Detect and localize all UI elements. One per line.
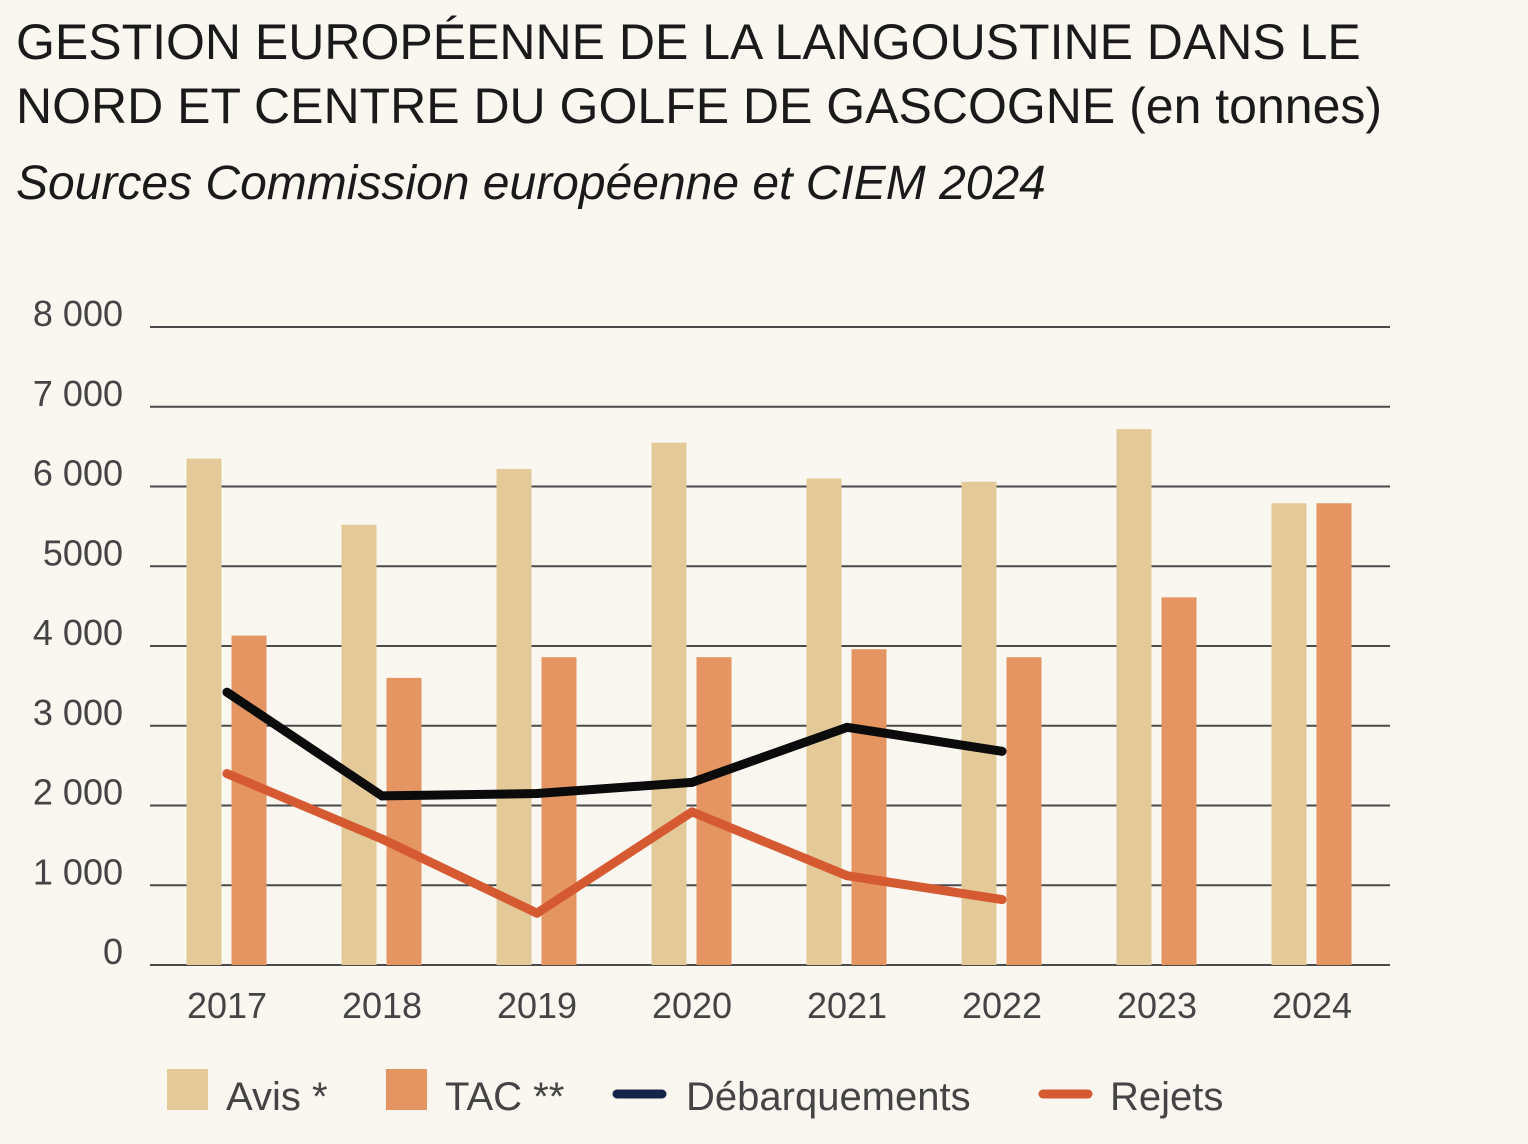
legend-label-rejets: Rejets: [1110, 1075, 1223, 1119]
legend-label-avis: Avis *: [226, 1075, 328, 1119]
point-rejets-2020: [687, 807, 697, 817]
bar-avis-2022: [961, 481, 997, 965]
point-debarquements-2022: [997, 746, 1007, 756]
y-tick-label-5000: 5000: [43, 532, 123, 573]
x-tick-label-2020: 2020: [652, 985, 732, 1026]
x-tick-label-2023: 2023: [1117, 985, 1197, 1026]
bar-marks: [186, 429, 1352, 966]
point-debarquements-2018: [377, 791, 387, 801]
x-tick-label-2017: 2017: [187, 985, 267, 1026]
point-debarquements-2020: [687, 777, 697, 787]
bar-tac-2024: [1316, 503, 1352, 965]
legend: Avis * TAC ** Débarquements Rejets: [167, 1069, 1223, 1119]
bar-avis-2019: [496, 468, 532, 965]
bar-tac-2022: [1006, 657, 1042, 965]
bar-tac-2021: [851, 649, 887, 965]
chart-subtitle: Sources Commission européenne et CIEM 20…: [16, 157, 1046, 210]
point-rejets-2017: [222, 769, 232, 779]
chart-title-unit: (en tonnes): [1129, 78, 1383, 134]
point-debarquements-2021: [842, 722, 852, 732]
legend-label-debarquements: Débarquements: [686, 1075, 971, 1119]
x-tick-label-2019: 2019: [497, 985, 577, 1026]
bar-tac-2018: [386, 677, 422, 965]
y-tick-label-4000: 4 000: [33, 612, 123, 653]
bar-tac-2017: [231, 635, 267, 965]
y-tick-label-0: 0: [103, 931, 123, 972]
line-rejets: [222, 769, 1007, 918]
point-rejets-2018: [377, 834, 387, 844]
point-rejets-2021: [842, 871, 852, 881]
y-tick-label-8000: 8 000: [33, 293, 123, 334]
point-rejets-2019: [532, 908, 542, 918]
y-tick-label-7000: 7 000: [33, 373, 123, 414]
x-tick-label-2018: 2018: [342, 985, 422, 1026]
legend-label-tac: TAC **: [445, 1075, 564, 1119]
x-tick-label-2021: 2021: [807, 985, 887, 1026]
line-marks: [222, 687, 1007, 918]
x-tick-label-2022: 2022: [962, 985, 1042, 1026]
grid-lines: [150, 326, 1390, 966]
chart-title: GESTION EUROPÉENNE DE LA LANGOUSTINE DAN…: [16, 10, 1516, 138]
y-tick-label-3000: 3 000: [33, 692, 123, 733]
bar-avis-2020: [651, 442, 687, 965]
bar-avis-2018: [341, 524, 377, 965]
y-tick-label-6000: 6 000: [33, 453, 123, 494]
line-debarquements: [222, 687, 1007, 801]
bar-tac-2023: [1161, 597, 1197, 965]
bar-avis-2017: [186, 458, 222, 965]
bar-avis-2021: [806, 478, 842, 965]
x-tick-label-2024: 2024: [1272, 985, 1352, 1026]
point-debarquements-2017: [222, 687, 232, 697]
point-rejets-2022: [997, 895, 1007, 905]
legend-swatch-avis: [167, 1069, 208, 1110]
y-tick-label-2000: 2 000: [33, 772, 123, 813]
y-tick-label-1000: 1 000: [33, 851, 123, 892]
bar-avis-2023: [1116, 429, 1152, 966]
axis-labels: 0 1 000 2 000 3 000 4 000 5000 6 000 7 000 8 000…: [33, 293, 1352, 1026]
bar-tac-2019: [541, 657, 577, 965]
bar-avis-2024: [1271, 503, 1307, 965]
point-debarquements-2019: [532, 789, 542, 799]
bar-tac-2020: [696, 657, 732, 965]
legend-swatch-tac: [386, 1069, 427, 1110]
chart-title-main: GESTION EUROPÉENNE DE LA LANGOUSTINE DAN…: [16, 14, 1361, 134]
